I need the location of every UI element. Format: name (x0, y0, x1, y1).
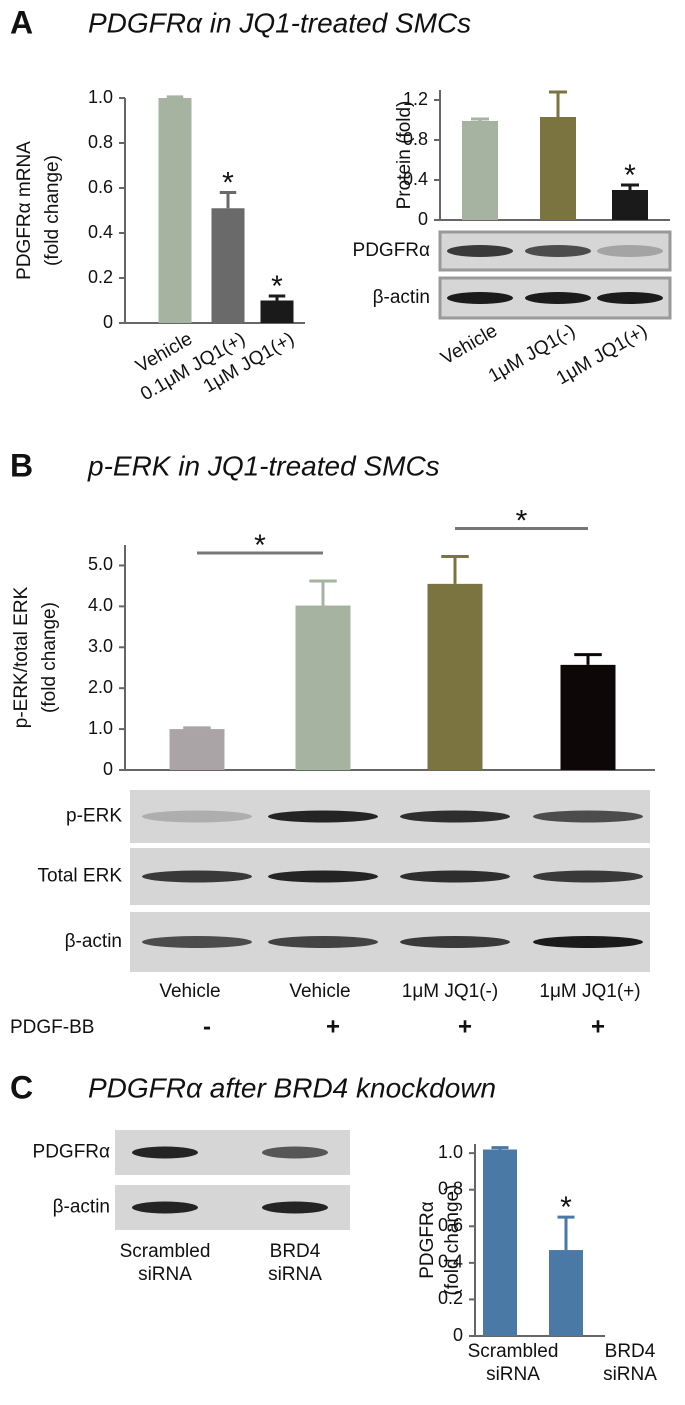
blot-band (142, 870, 252, 883)
bar (158, 98, 192, 323)
y-tick-label: 3.0 (88, 636, 113, 656)
blot-band (400, 936, 510, 948)
bar (540, 117, 576, 220)
y-axis-label: (fold change) (42, 155, 63, 266)
panel-letter: C (10, 1069, 33, 1105)
blot-band (597, 292, 663, 304)
x-tick-label: BRD4 siRNA (603, 1341, 657, 1385)
blot-band (268, 870, 378, 883)
treatment-sign: + (458, 1013, 472, 1040)
panel-title: PDGFRα in JQ1-treated SMCs (88, 7, 471, 38)
y-tick-label: 1.2 (403, 89, 428, 109)
blot-band (400, 870, 510, 883)
blot-band (400, 810, 510, 823)
bar (427, 583, 483, 770)
blot-label: β-actin (65, 931, 122, 952)
bar (260, 300, 294, 323)
y-tick-label: 2.0 (88, 677, 113, 697)
x-tick-label: 1μM JQ1(+) (539, 981, 640, 1002)
blot-band (262, 1201, 328, 1214)
significance: * (254, 529, 266, 562)
blot-label: PDGFRα (33, 1142, 111, 1163)
y-axis-label: (fold change) (39, 602, 60, 713)
bar (560, 664, 616, 770)
y-tick-label: 0.4 (438, 1252, 463, 1272)
blot-band (268, 810, 378, 823)
blot-label: Total ERK (38, 866, 123, 887)
x-tick-label: Vehicle (159, 981, 220, 1002)
y-tick-label: 0.6 (88, 177, 113, 197)
y-axis-label: PDGFRα (417, 1201, 438, 1279)
treatment-label: PDGF-BB (10, 1017, 94, 1038)
panel-title: p-ERK in JQ1-treated SMCs (87, 450, 440, 481)
x-tick-label: 1μM JQ1(-) (402, 981, 498, 1002)
y-tick-label: 0.8 (403, 129, 428, 149)
y-tick-label: 1.0 (88, 718, 113, 738)
y-tick-label: 0 (103, 759, 113, 779)
blot-band (262, 1146, 328, 1159)
panel-title: PDGFRα after BRD4 knockdown (88, 1072, 496, 1103)
blot-band (142, 810, 252, 823)
blot-band (447, 292, 513, 304)
lane-label: Scrambled siRNA (119, 1241, 211, 1285)
y-tick-label: 0.4 (88, 222, 113, 242)
x-tick-label: Vehicle (289, 981, 350, 1002)
blot-band (525, 245, 591, 257)
significance: * (624, 159, 636, 192)
blot-band (142, 936, 252, 948)
blot-label: PDGFRα (353, 240, 431, 261)
blot-band (132, 1201, 198, 1214)
blot-label: β-actin (373, 287, 430, 308)
treatment-sign: - (203, 1013, 211, 1040)
bar (295, 605, 351, 770)
bar (483, 1149, 517, 1336)
y-tick-label: 5.0 (88, 554, 113, 574)
x-tick-label: Vehicle (437, 320, 501, 369)
y-tick-label: 0 (453, 1325, 463, 1345)
blot-band (533, 810, 643, 823)
panel-letter: A (10, 4, 33, 40)
treatment-sign: + (591, 1013, 605, 1040)
y-tick-label: 0.2 (88, 267, 113, 287)
panel-letter: B (10, 447, 33, 483)
y-tick-label: 0.8 (88, 132, 113, 152)
bar (462, 121, 498, 220)
y-axis-label: p-ERK/total ERK (11, 586, 32, 728)
significance: * (516, 504, 528, 537)
significance: * (560, 1191, 572, 1224)
significance: * (271, 270, 283, 303)
blot-band (132, 1146, 198, 1159)
y-tick-label: 4.0 (88, 595, 113, 615)
lane-label: BRD4 siRNA (268, 1241, 322, 1285)
y-tick-label: 0 (418, 209, 428, 229)
significance: * (222, 166, 234, 199)
blot-band (533, 936, 643, 948)
bar (211, 208, 245, 323)
y-tick-label: 0 (103, 312, 113, 332)
blot-band (525, 292, 591, 304)
blot-band (447, 245, 513, 257)
blot-band (533, 870, 643, 883)
y-tick-label: 1.0 (438, 1142, 463, 1162)
y-axis-label: PDGFRα mRNA (14, 141, 35, 280)
blot-band (597, 245, 663, 257)
x-tick-label: Scrambled siRNA (467, 1341, 559, 1385)
blot-label: β-actin (53, 1197, 110, 1218)
blot-band (268, 936, 378, 948)
bar (549, 1250, 583, 1336)
y-tick-label: 1.0 (88, 87, 113, 107)
y-axis-label: Protein (fold) (394, 101, 415, 210)
bar (169, 729, 225, 770)
bar (612, 190, 648, 220)
treatment-sign: + (326, 1013, 340, 1040)
blot-label: p-ERK (66, 806, 122, 827)
y-tick-label: 0.8 (438, 1178, 463, 1198)
y-tick-label: 0.4 (403, 169, 428, 189)
y-axis-label: (fold change) (442, 1185, 463, 1296)
y-tick-label: 0.2 (438, 1288, 463, 1308)
y-tick-label: 0.6 (438, 1215, 463, 1235)
